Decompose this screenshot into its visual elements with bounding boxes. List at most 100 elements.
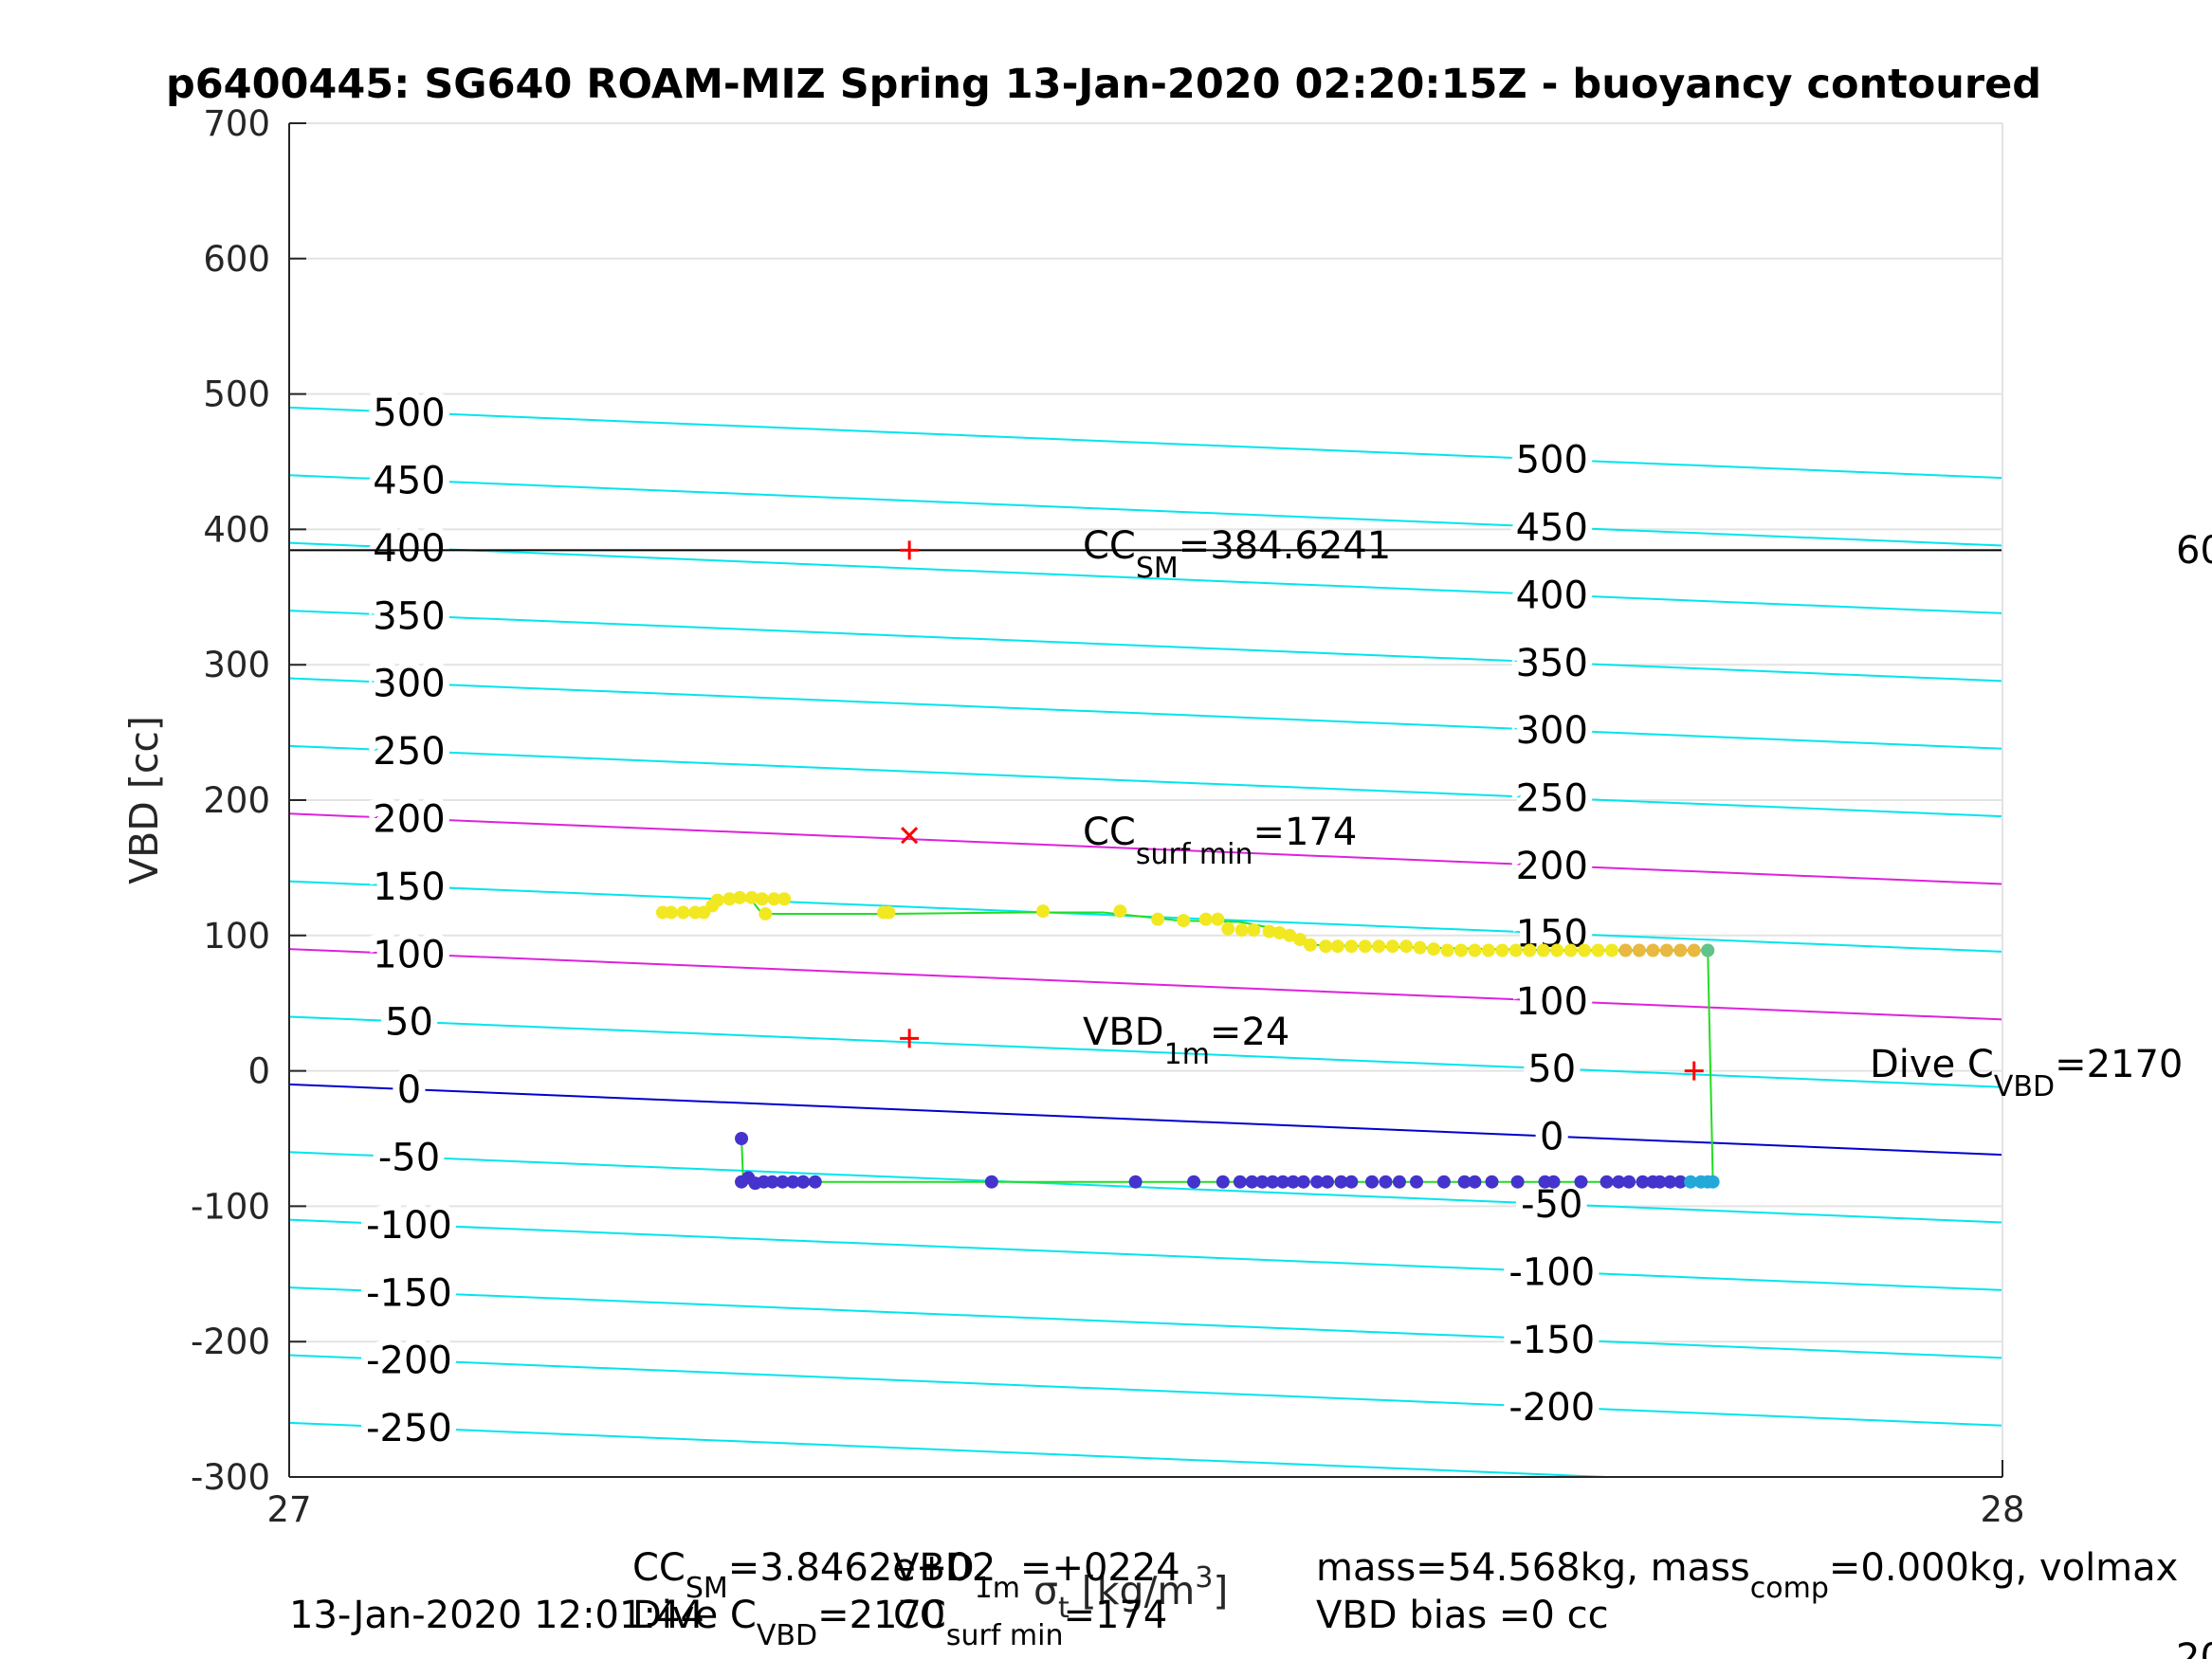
contour-label: -50 [1521,1183,1582,1227]
dive-point [1622,1175,1636,1189]
plus-marker [900,540,920,560]
climb-point [1303,938,1317,952]
clipped-right-label-top: 60 [2176,529,2212,573]
contour-line [289,1354,2002,1427]
contour-label: -150 [1508,1319,1595,1362]
y-tick-label: -100 [191,1186,270,1227]
x-tick-label: 27 [266,1489,311,1530]
climb-point [1330,939,1344,954]
dive-point [984,1175,998,1189]
climb-point [1440,943,1454,957]
contour-label: 50 [385,1001,433,1045]
climb-point [1413,940,1427,955]
climb-point [1211,912,1225,926]
climb-point [1113,904,1127,919]
plus-marker [1684,1061,1704,1081]
dive-point [1653,1175,1667,1189]
markers [900,540,1704,1081]
dive-point [1706,1175,1720,1189]
climb-point [1659,943,1673,957]
contour-label: 100 [1516,980,1588,1024]
climb-point [1399,939,1414,954]
climb-point [1262,924,1276,939]
contour-label: 450 [373,459,445,502]
x-marker [901,827,919,845]
climb-point [722,892,737,906]
climb-point [1358,939,1372,954]
footer-cc-surf-min: CCsurf min=174 [893,1594,1167,1652]
y-tick-label: 700 [203,103,270,144]
annotation-vbd-1m: VBD1m=24 [1083,1011,1289,1071]
climb-point [759,906,773,921]
contour-label: -250 [366,1407,452,1450]
contour-label: -200 [366,1340,452,1383]
contour-label: 350 [1516,642,1588,685]
contour-label: -200 [1508,1386,1595,1430]
climb-point [744,890,759,904]
clipped-right-label-bottom: 20 [2176,1636,2212,1659]
climb-point [1283,928,1297,942]
dive-point [1334,1175,1348,1189]
dive-point [765,1175,779,1189]
dive-point [1365,1175,1380,1189]
dive-point [1546,1175,1561,1189]
contour-line [289,1286,2002,1359]
footer-timestamp: 13-Jan-2020 12:01:44 [289,1594,704,1637]
contour-line [289,948,2002,1021]
contour-line [289,541,2002,614]
dive-point [1392,1175,1406,1189]
axes [288,122,2003,1478]
climb-point [1453,943,1468,957]
dive-point [735,1132,749,1145]
contour-label: 150 [373,866,445,909]
climb-point [1293,933,1307,947]
footer-cc-sm: CCSM=3.8462e+02 [632,1546,996,1605]
footer: CCSM=3.8462e+02 VBD1m=+0224 Dive CVBD=21… [289,1546,2178,1652]
climb-point [1221,921,1235,936]
footer-mass: mass=54.568kg, masscomp=0.000kg, volmax [1316,1546,2178,1605]
contour-label: 300 [1516,709,1588,753]
climb-point [1177,914,1191,928]
y-tick-label: 600 [203,239,270,280]
dive-point [1245,1175,1259,1189]
annotation-vbd-1m-text: VBD1m=24 [1083,1011,1289,1071]
contour-label: 500 [1516,439,1588,483]
y-tick-label: 400 [203,509,270,550]
climb-point [676,905,690,920]
climb-point [1385,939,1399,954]
dive-point [1128,1175,1143,1189]
climb-point [882,905,896,920]
dive-point [1310,1175,1325,1189]
contour-line [289,1218,2002,1291]
climb-point [1646,943,1660,957]
dive-point [1410,1175,1424,1189]
dive-point [1344,1175,1359,1189]
climb-point [1036,904,1051,919]
contour-line [289,1421,1631,1477]
dive-point [1457,1175,1472,1189]
contour-label: 200 [373,797,445,841]
contour-line [289,474,2002,547]
climb-point [1550,943,1564,957]
plus-marker [900,1029,920,1048]
contour-line [289,610,2002,683]
annotation-cc-surf-min: CCsurf min=174 [1083,811,1357,871]
dive-point [1600,1175,1614,1189]
dive-point [1663,1175,1677,1189]
contour-label: -100 [1508,1250,1595,1294]
climb-point [1508,943,1523,957]
chart-title: p6400445: SG640 ROAM-MIZ Spring 13-Jan-2… [166,61,2041,108]
dive-point [1673,1175,1688,1189]
contour-line [289,812,2002,885]
contour-label: 400 [1516,574,1588,617]
contour-label: 400 [373,527,445,571]
y-tick-label: 200 [203,780,270,821]
dive-point [1286,1175,1300,1189]
contour-label: -50 [378,1136,440,1179]
contour-line [289,677,2002,750]
contour-label: 200 [1516,845,1588,888]
climb-point [1272,925,1287,939]
contour-label: 350 [373,594,445,638]
climb-point [1591,943,1605,957]
